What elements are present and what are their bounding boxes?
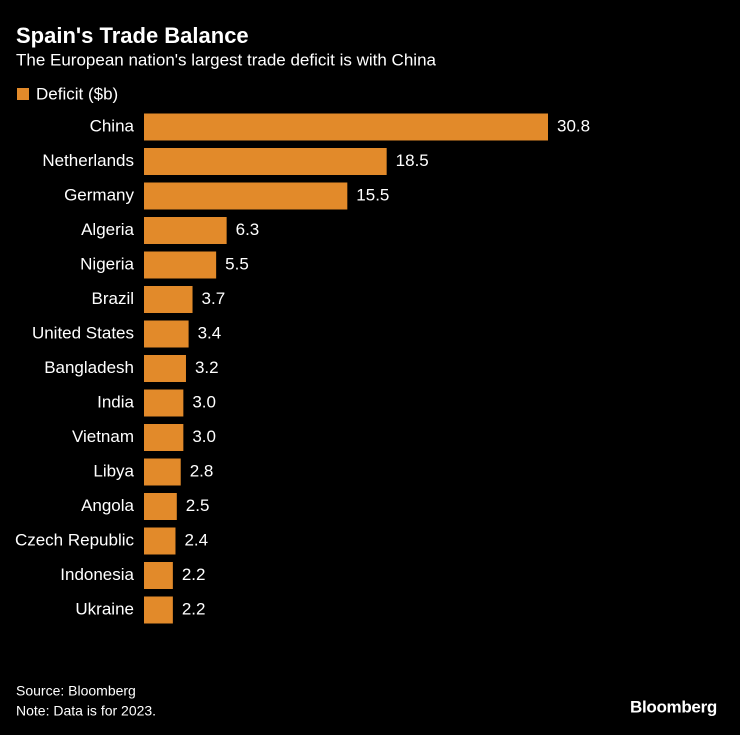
value-label: 3.0 — [192, 392, 216, 411]
category-label: Algeria — [81, 220, 134, 239]
value-label: 5.5 — [225, 254, 249, 273]
value-label: 2.5 — [186, 496, 210, 515]
category-label: Indonesia — [60, 565, 134, 584]
bar — [144, 251, 217, 279]
category-label: Ukraine — [75, 599, 134, 618]
note: Note: Data is for 2023. — [16, 703, 156, 719]
category-label: Bangladesh — [44, 358, 134, 377]
value-label: 2.2 — [182, 599, 206, 618]
bar — [144, 527, 176, 555]
brand-logo: Bloomberg — [630, 697, 717, 716]
value-label: 18.5 — [396, 151, 429, 170]
bar — [144, 182, 348, 210]
category-label: Brazil — [91, 289, 134, 308]
value-label: 3.7 — [202, 289, 226, 308]
value-label: 3.4 — [198, 323, 222, 342]
category-label: India — [97, 392, 134, 411]
value-label: 2.8 — [190, 461, 214, 480]
bar — [144, 596, 173, 624]
category-label: Czech Republic — [15, 530, 135, 549]
category-label: Libya — [93, 461, 134, 480]
value-label: 2.4 — [184, 530, 208, 549]
bar — [144, 493, 177, 520]
bar — [144, 148, 387, 175]
bar — [144, 458, 181, 486]
legend-label: Deficit ($b) — [36, 84, 118, 103]
value-label: 30.8 — [557, 116, 590, 135]
bar — [144, 286, 193, 313]
chart-subtitle: The European nation's largest trade defi… — [16, 50, 437, 69]
legend-swatch — [17, 88, 29, 100]
value-label: 6.3 — [236, 220, 260, 239]
value-label: 3.2 — [195, 358, 219, 377]
source: Source: Bloomberg — [16, 683, 136, 699]
category-label: United States — [32, 323, 134, 342]
bar — [144, 113, 548, 141]
category-label: Germany — [64, 185, 134, 204]
bar — [144, 217, 227, 244]
bar — [144, 389, 184, 417]
bar — [144, 562, 173, 589]
bar — [144, 320, 189, 348]
value-label: 2.2 — [182, 565, 206, 584]
category-label: China — [90, 116, 135, 135]
category-label: Vietnam — [72, 427, 134, 446]
value-label: 15.5 — [356, 185, 389, 204]
bar — [144, 424, 184, 451]
category-label: Netherlands — [42, 151, 134, 170]
bar — [144, 355, 186, 382]
chart-title: Spain's Trade Balance — [16, 23, 249, 48]
category-label: Nigeria — [80, 254, 134, 273]
category-label: Angola — [81, 496, 134, 515]
value-label: 3.0 — [192, 427, 216, 446]
